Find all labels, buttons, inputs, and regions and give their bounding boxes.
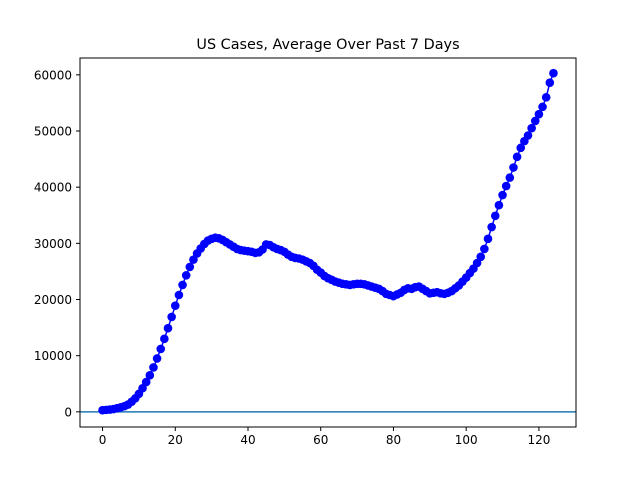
data-point (545, 78, 555, 88)
data-point (141, 377, 151, 387)
x-tick-label: 60 (313, 433, 328, 447)
data-point (163, 323, 173, 333)
data-point (498, 190, 507, 200)
data-point (501, 181, 511, 191)
y-axis: 0 10000 20000 30000 40000 50000 60000 (34, 68, 80, 419)
data-point (145, 371, 155, 380)
x-tick-label: 0 (99, 433, 107, 447)
data-point (527, 123, 536, 133)
data-point (505, 173, 515, 182)
data-point (512, 152, 522, 162)
data-point (178, 280, 187, 290)
y-tick-label: 10000 (34, 349, 72, 363)
data-point (541, 93, 551, 102)
data-point (149, 363, 158, 372)
x-tick-label: 120 (527, 433, 550, 447)
data-point (181, 271, 191, 280)
data-point (483, 234, 493, 244)
data-point (174, 290, 184, 300)
data-point (160, 334, 169, 344)
data-point (523, 131, 533, 140)
y-tick-label: 40000 (34, 181, 72, 195)
chart-title: US Cases, Average Over Past 7 Days (196, 37, 459, 53)
y-tick-label: 0 (64, 405, 72, 419)
data-point (530, 116, 540, 126)
y-tick-label: 60000 (34, 68, 72, 82)
x-tick-label: 80 (386, 433, 401, 447)
data-point (549, 68, 558, 78)
data-point (152, 354, 162, 363)
data-point (538, 102, 547, 112)
data-point (167, 312, 176, 322)
series-cases (98, 68, 558, 415)
data-point (480, 244, 489, 254)
data-point (476, 252, 486, 262)
data-point (490, 211, 500, 221)
data-point (185, 262, 195, 272)
data-point (509, 163, 518, 172)
x-tick-label: 100 (455, 433, 478, 447)
plot-frame (79, 57, 577, 428)
x-axis: 0 20 40 60 80 100 120 (99, 427, 550, 447)
x-tick-label: 40 (240, 433, 255, 447)
data-point (494, 200, 504, 210)
data-point (516, 143, 526, 153)
data-point (487, 222, 496, 232)
y-tick-label: 30000 (34, 237, 72, 251)
data-point (156, 344, 166, 354)
y-tick-label: 20000 (34, 293, 72, 307)
x-tick-label: 20 (168, 433, 183, 447)
data-point (534, 109, 544, 119)
data-point (170, 301, 180, 310)
y-tick-label: 50000 (34, 125, 72, 139)
